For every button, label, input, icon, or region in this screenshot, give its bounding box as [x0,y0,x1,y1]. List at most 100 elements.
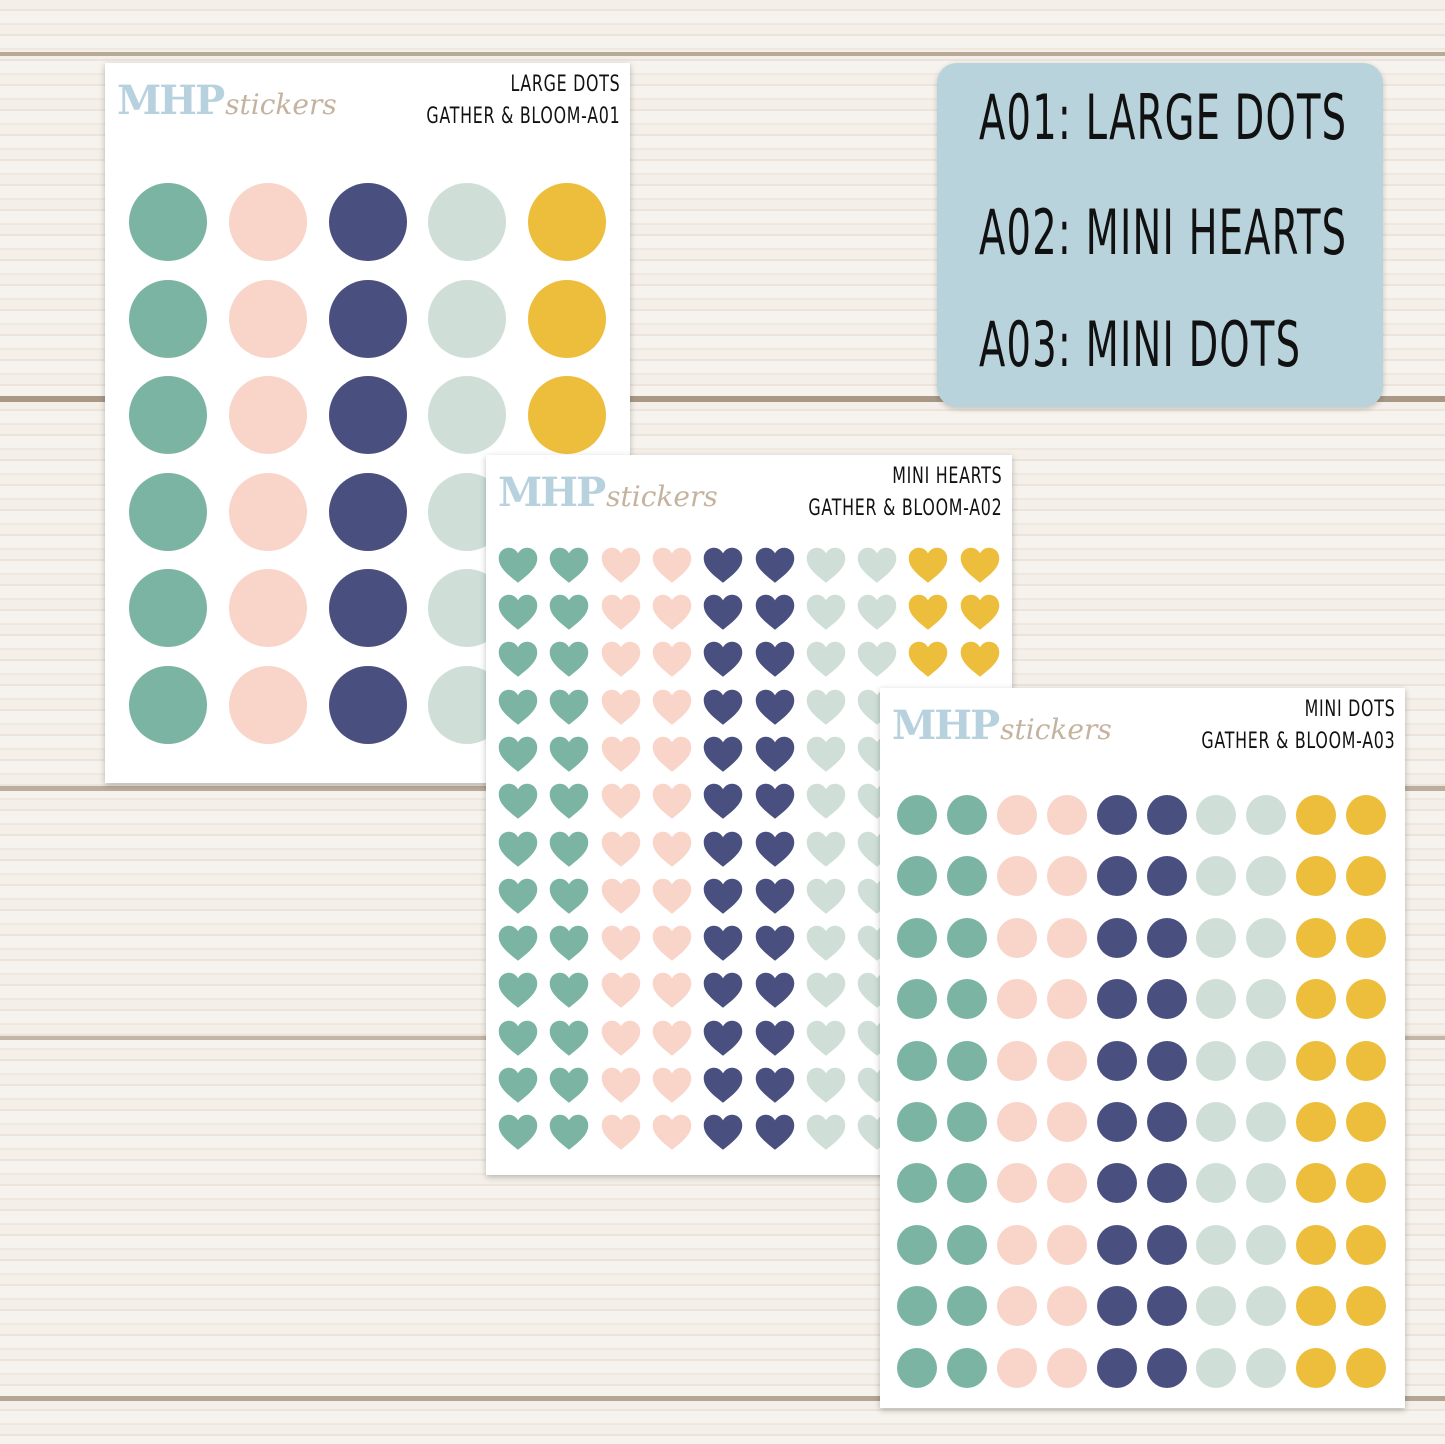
dot-sticker [328,183,407,261]
heart-sticker [601,878,640,914]
heart-sticker [755,831,794,867]
dot-sticker [996,1163,1037,1204]
heart-sticker [601,973,640,1009]
logo-stickers: stickers [225,88,337,121]
dot-sticker [1046,856,1087,897]
dot-sticker [996,856,1037,897]
heart-sticker [806,1115,846,1151]
dot-sticker [1346,917,1387,958]
heart-sticker [652,547,692,583]
dot-sticker [996,795,1037,835]
heart-sticker [652,594,692,630]
heart-sticker [550,1115,589,1151]
dot-sticker [428,183,507,261]
heart-sticker [550,736,589,772]
brand-logo: MHPstickers [498,469,718,516]
dot-sticker [528,279,606,358]
label-line-a03: A03: MINI DOTS [979,308,1302,381]
dot-sticker [1146,1102,1187,1142]
heart-sticker [960,594,999,630]
dot-sticker [996,1040,1037,1081]
dot-sticker [1046,1040,1087,1081]
dot-sticker [1096,979,1137,1020]
heart-sticker [550,689,589,725]
heart-sticker [601,1115,640,1151]
heart-sticker [601,594,640,630]
dot-sticker [946,1347,987,1388]
heart-sticker [652,831,692,867]
heart-sticker [960,642,999,678]
heart-sticker [703,642,743,678]
heart-sticker [498,642,538,678]
dot-sticker [1296,917,1337,958]
dot-sticker [897,1347,937,1388]
heart-sticker [806,547,846,583]
dot-sticker [1096,1347,1137,1388]
heart-sticker [498,973,538,1009]
dot-sticker [228,376,307,454]
heart-sticker [703,878,743,914]
heart-sticker [806,689,846,725]
heart-sticker [755,1067,794,1103]
heart-sticker [550,973,589,1009]
heart-sticker [498,784,538,819]
heart-sticker [703,736,743,772]
heart-sticker [601,1067,640,1103]
dot-sticker [228,183,307,261]
dot-sticker [1046,1347,1087,1388]
dot-sticker [1296,1347,1337,1388]
dot-sticker [1096,1040,1137,1081]
heart-sticker [601,831,640,867]
logo-mhp: MHP [117,77,225,124]
dot-sticker [1246,1224,1287,1265]
heart-sticker [703,925,743,961]
dot-sticker [946,1040,987,1081]
heart-sticker [550,784,589,819]
dot-sticker [1346,1102,1387,1142]
dot-sticker [1096,917,1137,958]
dot-sticker [1296,979,1337,1020]
dot-sticker [1346,1286,1387,1327]
dot-sticker [328,472,407,551]
dot-sticker [996,1286,1037,1327]
dot-sticker [1296,856,1337,897]
dot-sticker [1146,1286,1187,1327]
heart-sticker [498,594,538,630]
heart-sticker [909,547,948,583]
sheet-name: LARGE DOTS [510,72,620,97]
heart-sticker [755,547,794,583]
dot-sticker [996,1224,1037,1265]
dot-sticker [1346,856,1387,897]
dot-sticker [946,917,987,958]
dot-sticker [129,279,207,358]
dot-sticker [1246,856,1287,897]
heart-sticker [550,547,589,583]
sheet-name: MINI DOTS [1304,697,1395,722]
dot-sticker [1246,979,1287,1020]
sheet-code: GATHER & BLOOM-A02 [808,496,1002,521]
dot-sticker [1246,1286,1287,1327]
dot-sticker [1146,1040,1187,1081]
dot-sticker [129,665,207,744]
dot-sticker [129,569,207,647]
dot-sticker [1296,1163,1337,1204]
heart-sticker [909,642,948,678]
heart-sticker [550,1067,589,1103]
heart-sticker [498,1020,538,1056]
dot-sticker [328,569,407,647]
dot-sticker [228,472,307,551]
dot-sticker [528,376,606,454]
dot-sticker [1146,856,1187,897]
dot-sticker [1346,1040,1387,1081]
dot-sticker [996,979,1037,1020]
heart-sticker [601,925,640,961]
dot-sticker [1246,1040,1287,1081]
heart-sticker [601,642,640,678]
dot-sticker [129,376,207,454]
heart-sticker [806,594,846,630]
heart-sticker [652,1115,692,1151]
heart-sticker [755,784,794,819]
dot-sticker [1096,1163,1137,1204]
dot-sticker [1196,1286,1237,1327]
heart-sticker [652,784,692,819]
